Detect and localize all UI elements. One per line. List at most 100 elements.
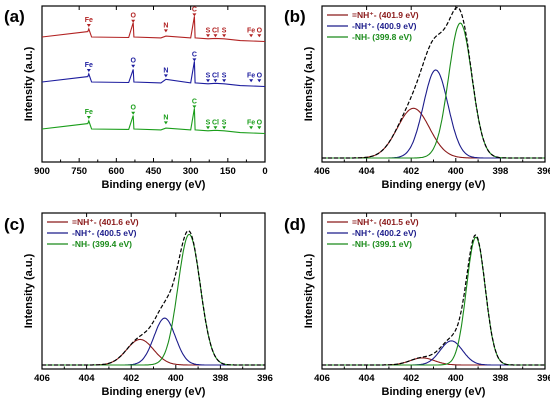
- x-axis-title: Binding energy (eV): [102, 179, 206, 191]
- x-tick-label: 398: [492, 166, 508, 177]
- panel-letter: (b): [284, 7, 306, 26]
- x-tick-label: 400: [168, 373, 184, 384]
- fit-component-3: [42, 233, 265, 366]
- panel-letter: (d): [284, 215, 306, 234]
- legend: =NH⁺- (401.6 eV)-NH⁺‐ (400.5 eV)-NH- (39…: [47, 217, 139, 249]
- y-axis-title: Intensity (a.u.): [23, 253, 35, 328]
- x-tick-label: 400: [448, 166, 464, 177]
- peak-marker: [249, 34, 254, 38]
- peak-marker: [249, 79, 254, 83]
- legend-label: -NH- (399.4 eV): [72, 239, 132, 249]
- peak-label: C: [192, 98, 197, 105]
- peak-label: S: [206, 72, 211, 79]
- peak-marker: [192, 58, 197, 62]
- x-tick-label: 396: [537, 373, 550, 384]
- peak-label: S: [222, 72, 227, 79]
- x-tick-label: 404: [79, 373, 96, 384]
- x-tick-label: 404: [359, 373, 376, 384]
- peak-label: S: [206, 27, 211, 34]
- fit-envelope: [42, 230, 265, 366]
- panel-c: (c) 406 404 402 400 398 396 Binding energy (eV)…: [4, 212, 273, 398]
- x-tick-label: 400: [448, 373, 464, 384]
- legend-label: -NH⁺‐ (400.2 eV): [352, 228, 417, 238]
- fit-envelope: [322, 234, 545, 366]
- legend-label: -NH- (399.8 eV): [352, 32, 412, 42]
- peak-label: N: [163, 22, 168, 29]
- peak-label: S: [206, 119, 211, 126]
- x-tick-label: 398: [492, 373, 508, 384]
- peak-label: Fe: [247, 72, 255, 79]
- peak-marker: [86, 116, 91, 119]
- peak-label: O: [130, 105, 136, 112]
- x-tick-label: 404: [359, 166, 376, 177]
- peak-label: Fe: [85, 109, 93, 116]
- peak-label: Fe: [247, 119, 255, 126]
- peak-marker: [206, 34, 211, 38]
- panel-a: (a) 900 750 600 450 300 150 0 Binding energy (eV…: [4, 5, 268, 191]
- peak-marker: [163, 121, 168, 125]
- fit-component-1: [322, 107, 545, 159]
- x-tick-label: 450: [146, 166, 162, 177]
- y-axis-title: Intensity (a.u.): [303, 253, 315, 328]
- legend-label: -NH- (399.1 eV): [352, 239, 412, 249]
- peak-label: Fe: [85, 62, 93, 69]
- peak-marker: [163, 29, 168, 33]
- legend-label: -NH⁺‐ (400.9 eV): [352, 21, 417, 31]
- peak-marker: [192, 13, 197, 17]
- x-tick-label: 396: [537, 166, 550, 177]
- peak-label: O: [130, 58, 136, 65]
- peak-marker: [131, 64, 136, 68]
- peak-label: C: [192, 6, 197, 13]
- x-tick-label: 300: [183, 166, 199, 177]
- fit-component-1: [42, 338, 265, 366]
- peak-label: Fe: [85, 17, 93, 24]
- y-axis-title: Intensity (a.u.): [23, 46, 35, 121]
- legend-label: =NH⁺- (401.9 eV): [352, 10, 419, 20]
- x-tick-label: 150: [220, 166, 236, 177]
- peak-label: S: [222, 119, 227, 126]
- x-axis-title: Binding energy (eV): [382, 179, 486, 191]
- x-tick-label: 900: [34, 166, 50, 177]
- legend-label: =NH⁺- (401.5 eV): [352, 217, 419, 227]
- peak-marker: [206, 126, 211, 130]
- x-tick-label: 406: [314, 166, 330, 177]
- panel-b: (b) 406 404 402 400 398 396 Binding energy (eV)…: [284, 5, 550, 191]
- x-tick-label: 600: [108, 166, 124, 177]
- legend-label: =NH⁺- (401.6 eV): [72, 217, 139, 227]
- peak-marker: [86, 69, 91, 72]
- legend: =NH⁺- (401.5 eV)-NH⁺‐ (400.2 eV)-NH- (39…: [327, 217, 419, 249]
- peak-label: Cl: [212, 72, 219, 79]
- peak-label: Cl: [212, 27, 219, 34]
- y-axis-title: Intensity (a.u.): [303, 46, 315, 121]
- peak-marker: [86, 24, 91, 27]
- peak-marker: [222, 79, 227, 83]
- peak-marker: [257, 126, 262, 130]
- peak-marker: [249, 126, 254, 130]
- survey-trace: [41, 61, 266, 88]
- legend: =NH⁺- (401.9 eV)-NH⁺‐ (400.9 eV)-NH- (39…: [327, 10, 419, 42]
- panel-letter: (a): [4, 7, 25, 26]
- peak-label: Cl: [212, 119, 219, 126]
- peak-marker: [192, 105, 197, 109]
- peak-marker: [131, 19, 136, 23]
- peak-marker: [163, 74, 168, 78]
- x-tick-label: 750: [71, 166, 87, 177]
- x-tick-label: 406: [34, 373, 50, 384]
- peak-label: S: [222, 27, 227, 34]
- peak-marker: [257, 79, 262, 83]
- x-tick-label: 406: [314, 373, 330, 384]
- peak-marker: [213, 34, 218, 38]
- x-tick-label: 398: [212, 373, 228, 384]
- fit-component-2: [322, 340, 545, 366]
- peak-label: C: [192, 51, 197, 58]
- peak-label: O: [257, 72, 263, 79]
- peak-marker: [257, 34, 262, 38]
- peak-marker: [213, 79, 218, 83]
- survey-trace: [41, 108, 266, 135]
- peak-marker: [131, 111, 136, 115]
- legend-label: -NH⁺‐ (400.5 eV): [72, 228, 137, 238]
- fit-component-2: [322, 69, 545, 159]
- panel-letter: (c): [4, 215, 25, 234]
- peak-marker: [213, 126, 218, 130]
